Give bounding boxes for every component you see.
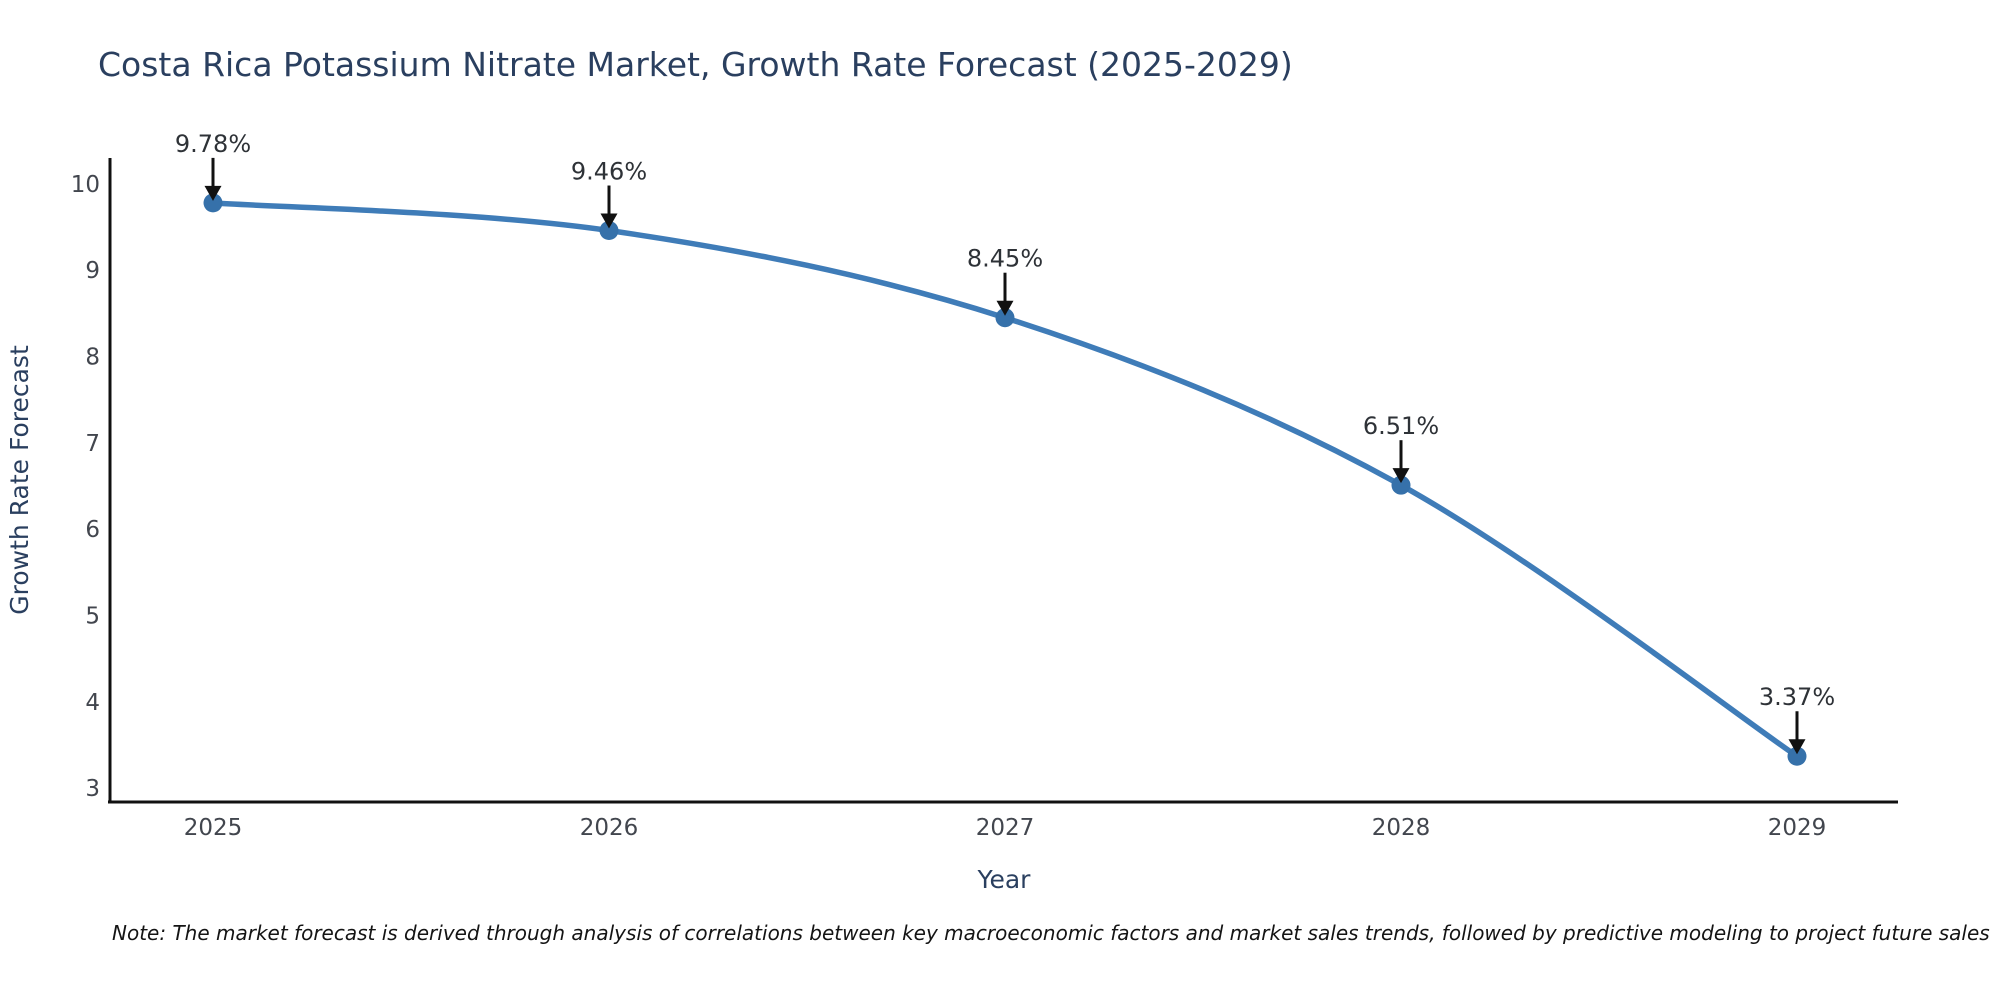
point-value-label: 9.78% [175, 130, 251, 158]
y-tick-label: 7 [85, 431, 100, 457]
y-tick-label: 9 [85, 258, 100, 284]
x-axis-title: Year [977, 865, 1032, 894]
point-value-label: 6.51% [1363, 412, 1439, 440]
y-tick-label: 4 [85, 690, 100, 716]
annotation-arrowhead [600, 213, 618, 229]
data-point-marker [1391, 475, 1411, 495]
data-point-marker [203, 193, 223, 213]
data-point-marker [995, 308, 1015, 328]
point-value-label: 8.45% [967, 245, 1043, 273]
y-tick-label: 8 [85, 345, 100, 371]
x-tick-label: 2029 [1768, 815, 1827, 841]
annotation-arrowhead [1392, 468, 1410, 484]
annotation-arrowhead [996, 300, 1014, 316]
data-point-marker [1787, 746, 1807, 766]
y-tick-label: 3 [85, 776, 100, 802]
x-tick-label: 2028 [1372, 815, 1431, 841]
y-tick-label: 5 [85, 604, 100, 630]
point-value-label: 3.37% [1759, 683, 1835, 711]
x-tick-label: 2026 [580, 815, 639, 841]
x-tick-label: 2025 [184, 815, 243, 841]
plot-area: 3 4 5 6 7 8 9 10 2025 2026 2027 2028 2029 9.78% 9.46% 8… [71, 130, 1898, 841]
data-point-marker [599, 221, 619, 241]
annotation-arrowhead [1788, 739, 1806, 755]
y-axis-title: Growth Rate Forecast [5, 345, 34, 615]
x-tick-label: 2027 [976, 815, 1035, 841]
chart-title: Costa Rica Potassium Nitrate Market, Gro… [98, 45, 1293, 84]
y-tick-label: 6 [85, 517, 100, 543]
point-value-label: 9.46% [571, 158, 647, 186]
footnote: Note: The market forecast is derived thr… [112, 921, 1990, 945]
annotation-arrowhead [204, 185, 222, 201]
y-tick-label: 10 [71, 172, 100, 198]
